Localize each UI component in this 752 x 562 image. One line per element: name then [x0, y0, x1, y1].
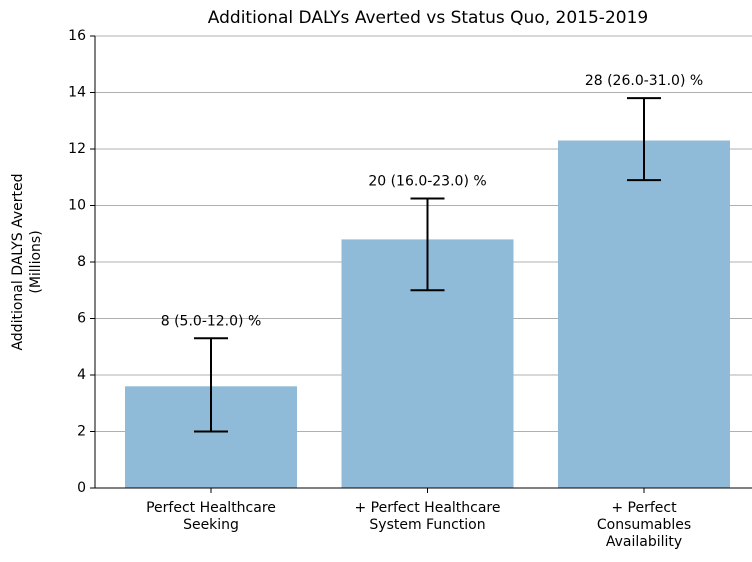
y-tick-label: 0: [77, 480, 86, 496]
y-tick-label: 16: [68, 28, 86, 44]
y-tick-label: 4: [77, 367, 86, 383]
annotation: 28 (26.0-31.0) %: [585, 73, 703, 89]
y-tick-label: 14: [68, 85, 86, 101]
x-tick-label: Perfect Healthcare Seeking: [146, 500, 276, 533]
annotation: 8 (5.0-12.0) %: [161, 313, 262, 329]
y-tick-label: 12: [68, 141, 86, 157]
x-tick-label: + Perfect Healthcare System Function: [355, 500, 501, 533]
y-tick-label: 10: [68, 198, 86, 214]
x-tick-label: + Perfect Consumables Availability: [597, 500, 691, 550]
error-bar: [194, 337, 228, 433]
chart-title: Additional DALYs Averted vs Status Quo, …: [208, 8, 648, 28]
y-tick-label: 2: [77, 424, 86, 440]
y-tick-label: 8: [77, 254, 86, 270]
bar: [558, 140, 730, 488]
y-tick-label: 6: [77, 311, 86, 327]
y-axis-label: Additional DALYS Averted (Millions): [10, 173, 44, 350]
error-bar: [410, 197, 445, 292]
annotation: 20 (16.0-23.0) %: [368, 173, 486, 189]
error-bar: [627, 97, 661, 182]
